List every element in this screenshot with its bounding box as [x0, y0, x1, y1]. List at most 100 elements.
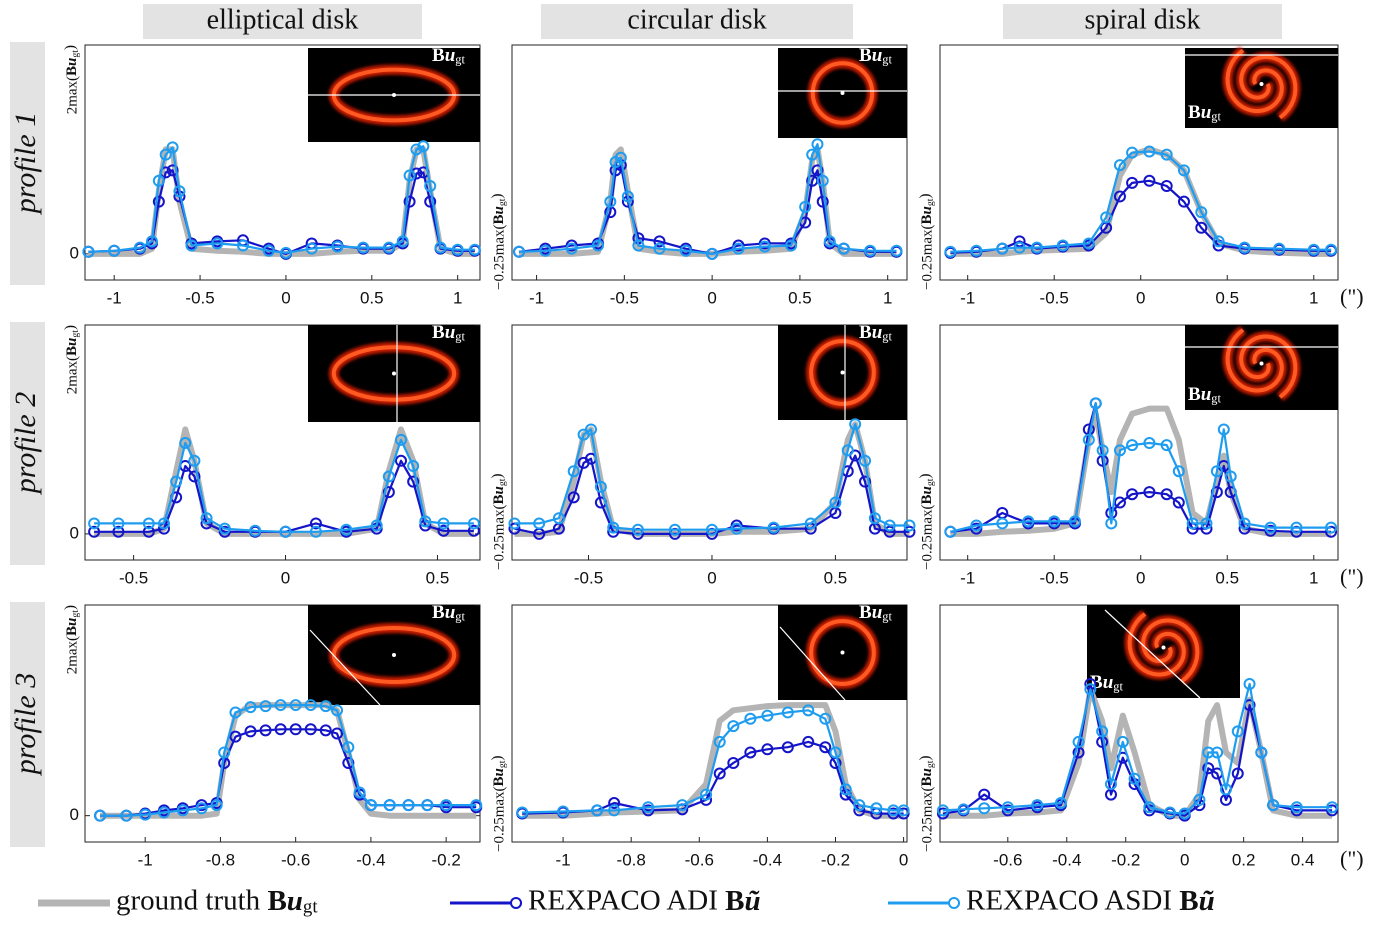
series-marker — [944, 245, 957, 258]
series-marker — [799, 200, 812, 213]
series-marker — [1160, 180, 1173, 192]
x-tick-label: -0.8 — [617, 850, 646, 869]
series-marker — [166, 164, 179, 177]
series-line — [942, 682, 1333, 817]
series-marker — [1068, 515, 1081, 528]
series-marker — [166, 141, 179, 154]
inset-ring — [1225, 328, 1284, 393]
y-tick-label: 0 — [70, 243, 79, 262]
row-bg — [10, 322, 45, 565]
series-line — [100, 728, 477, 817]
series-marker — [437, 517, 450, 530]
series-marker — [853, 799, 866, 812]
series-marker — [468, 243, 481, 256]
series-marker — [262, 244, 275, 257]
series-marker — [304, 723, 317, 736]
x-tick-label: 0 — [899, 850, 908, 869]
x-tick-label: -0.5 — [574, 568, 603, 587]
series-marker — [592, 239, 605, 252]
column-title: elliptical disk — [207, 4, 359, 35]
series-marker — [1113, 190, 1126, 203]
y-tick-label: 2max(Bugt) — [63, 325, 81, 394]
series-marker — [1031, 799, 1044, 812]
inset: Bugt — [778, 602, 907, 701]
series-marker — [781, 741, 794, 754]
series-marker — [819, 741, 832, 754]
series-marker — [632, 239, 645, 252]
series-marker — [1160, 148, 1173, 161]
series-marker — [508, 522, 521, 535]
series-marker — [437, 524, 450, 537]
x-tick-label: -0.5 — [185, 288, 214, 307]
series-marker — [1195, 206, 1208, 219]
series-marker — [274, 699, 287, 712]
series-marker — [1100, 211, 1113, 224]
series-marker — [176, 804, 189, 817]
series-marker — [305, 242, 318, 255]
series-marker — [816, 174, 829, 187]
series-marker — [340, 523, 353, 536]
x-tick-label: 1 — [1309, 568, 1318, 587]
x-tick-label: -0.2 — [1111, 850, 1140, 869]
series-marker — [837, 242, 850, 255]
series-marker — [1325, 521, 1338, 534]
series-marker — [1126, 176, 1139, 189]
series-marker — [1267, 799, 1280, 812]
row-label: profile 2 — [9, 392, 42, 495]
inset-profile-line — [309, 629, 381, 706]
series-marker — [1172, 496, 1185, 509]
series-marker — [410, 167, 423, 180]
header-bg — [1003, 4, 1282, 39]
series-marker — [516, 806, 529, 819]
inset-label: Bugt — [1188, 384, 1221, 405]
series-marker — [289, 723, 302, 736]
series-marker — [508, 517, 521, 530]
series-marker — [259, 700, 272, 713]
series-marker — [1104, 778, 1117, 791]
series-marker — [761, 743, 774, 756]
legend-label: REXPACO ASDI Bũ — [966, 885, 1215, 917]
x-tick-label: -0.6 — [685, 850, 714, 869]
series-marker — [970, 519, 983, 532]
series-marker — [1202, 762, 1215, 775]
x-tick-label: 0.5 — [1215, 288, 1239, 307]
series-line — [519, 146, 897, 257]
series-marker — [357, 241, 370, 254]
series-marker — [1219, 783, 1232, 796]
inset: Bugt — [308, 602, 480, 706]
x-tick-label: 0 — [707, 288, 716, 307]
x-tick-label: -1 — [138, 850, 153, 869]
x-tick-label: 0 — [1136, 568, 1145, 587]
series-marker — [1143, 486, 1156, 499]
series-marker — [1126, 488, 1139, 501]
series-line — [942, 686, 1333, 819]
series-marker — [533, 517, 546, 530]
column-title: spiral disk — [1085, 4, 1201, 35]
series-marker — [179, 437, 192, 450]
inset-ring — [810, 61, 875, 125]
x-tick-label: 0.4 — [1291, 850, 1315, 869]
inset-profile-line — [1104, 609, 1201, 699]
inset-label: Bugt — [859, 45, 892, 66]
series-marker — [139, 808, 152, 821]
series-marker — [112, 525, 125, 538]
x-axis-unit: (") — [1340, 846, 1364, 871]
series-marker — [744, 712, 757, 725]
series-marker — [403, 195, 416, 208]
series-marker — [158, 517, 170, 530]
x-tick-label: -0.5 — [1040, 568, 1069, 587]
series-marker — [112, 517, 125, 530]
series-marker — [1212, 235, 1225, 248]
series-marker — [188, 454, 201, 467]
series-marker — [859, 475, 872, 488]
legend-label: REXPACO ADI Bũ — [528, 885, 761, 917]
plot-frame — [84, 44, 481, 281]
series-marker — [259, 724, 272, 737]
x-tick-label: -0.2 — [431, 850, 460, 869]
series-marker — [744, 746, 757, 759]
inset-ring — [809, 339, 876, 406]
series-marker — [841, 444, 854, 457]
series-marker — [1113, 159, 1126, 172]
series-marker — [679, 244, 692, 257]
legend-marker — [510, 897, 522, 909]
